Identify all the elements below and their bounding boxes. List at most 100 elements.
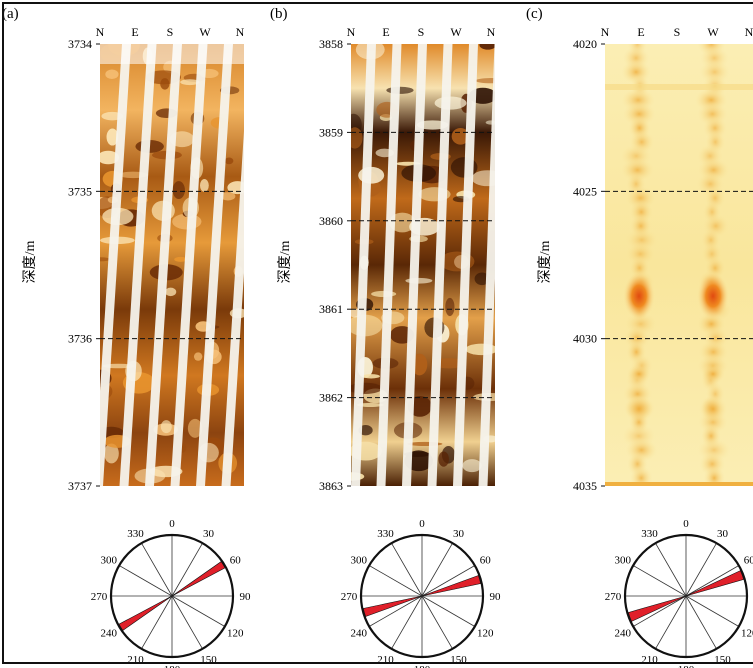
- y-axis-label: 深度/m: [22, 241, 38, 284]
- borehole-image: [100, 44, 244, 486]
- rose-spoke: [171, 595, 226, 627]
- panels-layer: (a)N E S W N3734373537363737深度/m030609012015…: [2, 6, 753, 668]
- rose-circle: [623, 533, 749, 659]
- image-texture: [187, 418, 203, 438]
- compass-letter: E: [131, 25, 138, 39]
- compass-letter: W: [199, 25, 211, 39]
- rose-spoke: [141, 542, 173, 597]
- image-texture: [605, 84, 753, 90]
- rose-spoke: [685, 542, 717, 597]
- rose-spoke: [118, 565, 173, 597]
- image-texture: [703, 466, 725, 486]
- pad-gap: [453, 44, 478, 486]
- image-texture: [699, 395, 727, 423]
- rose-azimuth-label: 30: [717, 528, 729, 540]
- rose-petal: [627, 595, 687, 622]
- rose-spoke: [368, 595, 423, 627]
- compass-letter: N: [347, 25, 356, 39]
- image-texture: [104, 443, 119, 464]
- panel-2: (c)NESWN4020402540304035深度/m030609012015…: [526, 6, 753, 668]
- image-texture: [701, 364, 725, 384]
- image-texture: [445, 297, 455, 317]
- depth-label: 3737: [68, 479, 92, 493]
- compass-letter: N: [745, 25, 753, 39]
- compass-letter: S: [418, 25, 425, 39]
- depth-label: 3859: [319, 125, 343, 139]
- anomaly-spot: [697, 272, 729, 320]
- image-texture: [438, 451, 449, 467]
- image-texture: [224, 157, 234, 165]
- rose-azimuth-label: 30: [453, 528, 465, 540]
- pad-gap: [376, 44, 402, 486]
- pad-gap: [351, 44, 376, 486]
- image-texture: [479, 44, 495, 50]
- depth-label: 4035: [573, 479, 597, 493]
- rose-petal: [362, 595, 423, 617]
- pad-gap: [170, 44, 208, 486]
- image-texture: [356, 402, 384, 407]
- rose-spoke: [141, 595, 173, 650]
- rose-azimuth-label: 30: [203, 528, 215, 540]
- rose-azimuth-label: 60: [744, 555, 753, 567]
- rose-spoke: [685, 595, 740, 627]
- rose-spoke: [421, 595, 476, 627]
- rose-azimuth-label: 330: [641, 528, 658, 540]
- image-texture: [172, 181, 185, 199]
- y-axis-label: 深度/m: [277, 241, 293, 284]
- rose-spoke: [171, 542, 203, 597]
- rose-azimuth-label: 90: [490, 591, 502, 603]
- pad-gap: [100, 44, 131, 486]
- image-texture: [471, 170, 495, 187]
- image-texture: [605, 482, 753, 486]
- rose-circle: [359, 533, 485, 659]
- depth-label: 4025: [573, 184, 597, 198]
- compass-letter: N: [96, 25, 105, 39]
- rose-circle: [109, 533, 235, 659]
- rose-spoke: [368, 565, 423, 597]
- panel-label: (c): [526, 6, 543, 22]
- compass-letter: S: [167, 25, 174, 39]
- borehole-image: [605, 44, 753, 486]
- pad-gap: [478, 44, 495, 486]
- rose-azimuth-label: 180: [678, 664, 695, 668]
- rose-azimuth-label: 270: [91, 591, 108, 603]
- rose-azimuth-label: 270: [605, 591, 622, 603]
- compass-letter: S: [674, 25, 681, 39]
- rose-azimuth-label: 240: [351, 628, 368, 640]
- rose-azimuth-label: 120: [741, 628, 753, 640]
- image-texture: [165, 287, 177, 297]
- rose-azimuth-label: 300: [351, 555, 368, 567]
- image-texture: [100, 44, 244, 64]
- rose-azimuth-label: 60: [230, 555, 242, 567]
- image-texture: [100, 150, 120, 165]
- compass-letter: E: [382, 25, 389, 39]
- y-axis-label: 深度/m: [537, 241, 553, 284]
- depth-label: 3862: [319, 391, 343, 405]
- rose-azimuth-label: 0: [169, 518, 175, 530]
- image-texture: [389, 212, 416, 233]
- rose-spoke: [391, 542, 423, 597]
- rose-spoke: [685, 565, 740, 597]
- image-texture: [105, 69, 119, 79]
- rose-azimuth-label: 330: [377, 528, 394, 540]
- rose-azimuth-label: 60: [480, 555, 492, 567]
- rose-azimuth-label: 240: [615, 628, 632, 640]
- compass-letter: N: [236, 25, 245, 39]
- rose-azimuth-label: 240: [101, 628, 118, 640]
- rose-azimuth-label: 180: [164, 664, 181, 668]
- image-texture: [475, 78, 495, 84]
- rose-spoke: [655, 542, 687, 597]
- rose-spoke: [685, 595, 717, 650]
- compass-letter: N: [601, 25, 610, 39]
- rose-petal: [685, 570, 745, 597]
- image-texture: [199, 178, 209, 192]
- depth-label: 3860: [319, 214, 343, 228]
- rose-spoke: [632, 565, 687, 597]
- image-texture: [106, 128, 119, 146]
- rose-spoke: [421, 542, 453, 597]
- image-texture: [474, 272, 490, 286]
- pad-gap: [427, 44, 453, 486]
- rose-azimuth-label: 120: [477, 628, 494, 640]
- image-texture: [627, 364, 651, 384]
